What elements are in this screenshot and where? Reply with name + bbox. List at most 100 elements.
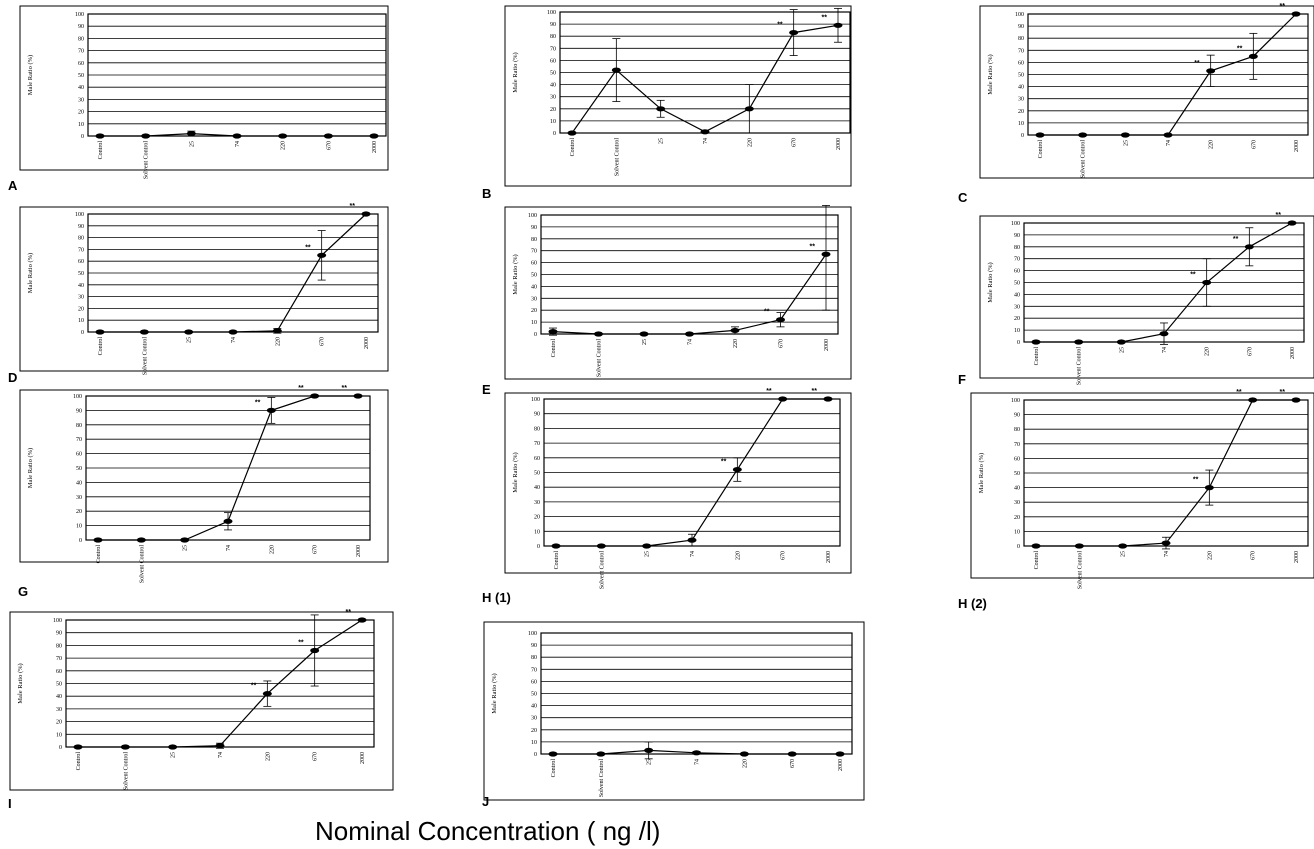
y-tick-label: 20 xyxy=(76,509,82,515)
x-tick-label: 25 xyxy=(1123,140,1129,146)
x-tick-label: 2000 xyxy=(364,337,370,349)
chart-panel: 0 10 20 30 40 50 60 70 80 90 100 Male Ratio (%) Cont… xyxy=(482,5,852,201)
x-tick-label: Control xyxy=(1038,140,1044,159)
y-tick-label: 90 xyxy=(1014,413,1020,419)
data-point xyxy=(1291,11,1301,17)
x-tick-label: 74 xyxy=(695,759,701,765)
chart-panel: 0 10 20 30 40 50 60 70 80 90 100 Male Ratio (%) Cont… xyxy=(958,3,1314,205)
y-tick-label: 90 xyxy=(78,24,84,30)
data-point xyxy=(548,329,558,335)
y-tick-label: 20 xyxy=(1014,316,1020,322)
y-tick-label: 0 xyxy=(1021,133,1024,139)
x-tick-label: 74 xyxy=(226,545,232,551)
data-point xyxy=(1120,132,1130,138)
significance-label: ** xyxy=(298,385,304,392)
data-point xyxy=(776,317,785,323)
data-point xyxy=(596,543,606,549)
x-tick-label: 670 xyxy=(1251,551,1257,560)
data-point xyxy=(232,133,242,139)
x-tick-label: Solvent Control xyxy=(614,138,620,177)
y-tick-label: 90 xyxy=(531,643,537,649)
x-tick-label: 2000 xyxy=(1294,140,1300,152)
y-tick-label: 40 xyxy=(531,284,537,290)
significance-label: ** xyxy=(342,385,348,392)
y-axis-label: Male Ratio (%) xyxy=(512,52,519,92)
y-tick-label: 50 xyxy=(534,471,540,477)
y-tick-label: 100 xyxy=(528,631,537,637)
y-tick-label: 70 xyxy=(56,656,62,662)
y-tick-label: 40 xyxy=(550,83,556,89)
x-tick-label: 2000 xyxy=(824,339,830,351)
chart-panel: 0 10 20 30 40 50 60 70 80 90 100 Male Ratio (%) Cont… xyxy=(8,5,389,193)
y-tick-label: 60 xyxy=(78,259,84,265)
x-tick-label: Control xyxy=(1034,551,1040,570)
y-tick-label: 80 xyxy=(1018,36,1024,42)
x-tick-label: 2000 xyxy=(1294,551,1300,563)
x-tick-label: 25 xyxy=(659,138,665,144)
data-point xyxy=(369,133,379,139)
data-point xyxy=(1244,244,1254,250)
data-point xyxy=(184,329,194,335)
x-tick-label: 670 xyxy=(790,759,796,768)
x-tick-label: 670 xyxy=(779,339,785,348)
data-point xyxy=(656,106,666,112)
x-tick-label: 74 xyxy=(1162,347,1168,353)
significance-label: ** xyxy=(764,309,770,316)
y-tick-label: 30 xyxy=(531,716,537,722)
y-tick-label: 0 xyxy=(534,752,537,758)
x-tick-label: 220 xyxy=(1209,140,1215,149)
data-point xyxy=(180,537,190,543)
y-tick-label: 20 xyxy=(531,308,537,314)
y-tick-label: 30 xyxy=(534,500,540,506)
y-tick-label: 100 xyxy=(1015,12,1024,18)
y-tick-label: 70 xyxy=(1014,442,1020,448)
data-point xyxy=(1074,339,1084,345)
y-tick-label: 70 xyxy=(1014,257,1020,263)
y-tick-label: 70 xyxy=(78,247,84,253)
y-tick-label: 100 xyxy=(75,12,84,18)
data-point xyxy=(596,751,606,757)
x-tick-label: Solvent Control xyxy=(139,545,145,584)
data-point xyxy=(168,744,178,750)
y-tick-label: 60 xyxy=(1018,60,1024,66)
data-point xyxy=(1291,397,1301,403)
data-point xyxy=(228,329,238,335)
y-axis-label: Male Ratio (%) xyxy=(491,673,498,713)
data-point xyxy=(1163,132,1173,138)
panel-label: A xyxy=(8,178,18,193)
x-tick-label: 220 xyxy=(275,337,281,346)
x-tick-label: Control xyxy=(554,551,560,570)
y-tick-label: 50 xyxy=(78,271,84,277)
x-tick-label: 670 xyxy=(1251,140,1257,149)
x-tick-label: 2000 xyxy=(360,752,366,764)
y-tick-label: 70 xyxy=(550,46,556,52)
y-tick-label: 0 xyxy=(553,131,556,137)
panel-label: F xyxy=(958,372,966,387)
y-tick-label: 10 xyxy=(76,524,82,530)
y-tick-label: 30 xyxy=(76,495,82,501)
y-tick-label: 60 xyxy=(78,61,84,67)
data-point xyxy=(739,751,749,757)
data-point xyxy=(1287,220,1297,226)
chart-panel: 0 10 20 30 40 50 60 70 80 90 100 Male Ratio (%) Cont… xyxy=(958,389,1314,611)
y-axis-label: Male Ratio (%) xyxy=(978,453,985,493)
y-tick-label: 0 xyxy=(81,134,84,140)
y-tick-label: 10 xyxy=(534,529,540,535)
y-tick-label: 30 xyxy=(1014,500,1020,506)
y-tick-label: 60 xyxy=(531,679,537,685)
data-point xyxy=(551,543,561,549)
data-point xyxy=(644,747,654,753)
significance-label: ** xyxy=(766,388,772,395)
x-tick-label: 220 xyxy=(735,551,741,560)
y-tick-label: 10 xyxy=(1014,529,1020,535)
x-tick-label: Solvent Control xyxy=(599,759,605,798)
data-point xyxy=(1248,53,1258,59)
x-tick-label: 25 xyxy=(645,551,651,557)
y-tick-label: 100 xyxy=(53,618,62,624)
x-tick-label: 670 xyxy=(792,138,798,147)
y-tick-label: 80 xyxy=(1014,427,1020,433)
y-tick-label: 30 xyxy=(56,707,62,713)
significance-label: ** xyxy=(1276,212,1282,219)
y-tick-label: 40 xyxy=(1014,292,1020,298)
